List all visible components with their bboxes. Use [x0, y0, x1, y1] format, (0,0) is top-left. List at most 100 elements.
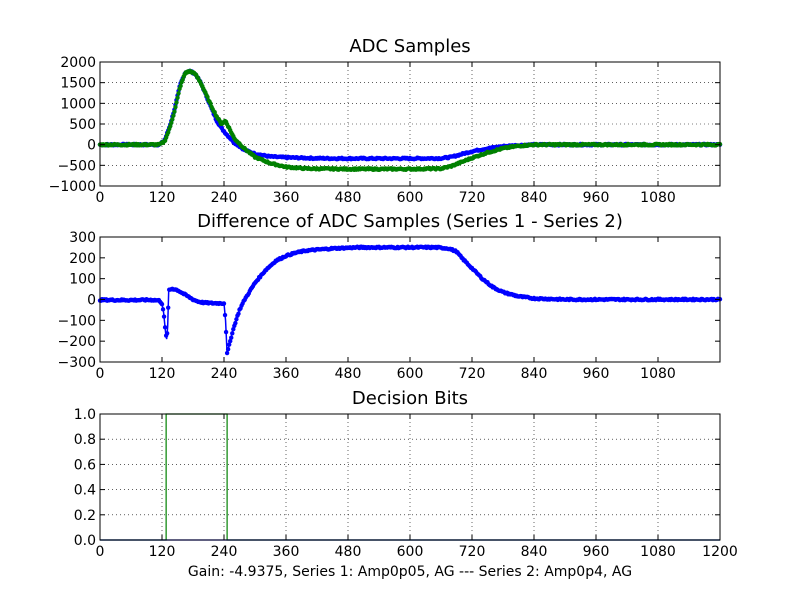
data-point	[162, 325, 168, 330]
data-point	[225, 346, 231, 352]
figure-footer: Gain: -4.9375, Series 1: Amp0p05, AG ---…	[188, 564, 632, 580]
x-axis: 0 120 240 360 480 600 720 840 960 1080	[96, 62, 676, 206]
data-point	[173, 104, 178, 110]
chart-title: Decision Bits	[352, 388, 468, 409]
y-tick-label: 0.0	[74, 533, 96, 549]
x-axis: 0 120 240 360 480 600 720 840 960 1080	[96, 237, 676, 382]
x-tick-label: 960	[583, 190, 610, 206]
y-tick-label: 0.4	[74, 483, 96, 499]
x-tick-label: 120	[149, 544, 176, 560]
x-axis: 0 120 240 360 480 600 720 840 960 1080 1200	[96, 414, 738, 560]
data-point	[224, 350, 230, 356]
x-tick-label: 480	[335, 544, 362, 560]
y-tick-label: 0.2	[74, 508, 96, 524]
data-point	[222, 312, 228, 318]
data-point	[230, 331, 235, 336]
y-tick-label: 100	[69, 272, 96, 288]
chart-decision-bits: Decision Bits 0 120 240 360 480 600 720 840 960 10…	[74, 388, 738, 560]
y-tick-label: 2000	[60, 55, 96, 71]
y-tick-label: 200	[69, 251, 96, 267]
data-point	[159, 302, 165, 307]
chart-title: Difference of ADC Samples (Series 1 - Se…	[197, 211, 623, 232]
data-point	[208, 101, 213, 106]
data-point	[161, 314, 167, 319]
data-point	[176, 91, 181, 96]
x-tick-label: 240	[211, 190, 238, 206]
y-tick-label: 0.6	[74, 457, 96, 473]
data-point	[169, 120, 174, 126]
y-axis: −300 −200 −100 0 100 200 300	[58, 230, 720, 371]
y-tick-label: −100	[58, 313, 96, 329]
y-tick-label: 500	[69, 117, 96, 133]
data-point	[231, 327, 236, 332]
y-tick-label: −500	[58, 158, 96, 174]
x-tick-label: 360	[273, 190, 300, 206]
data-point	[175, 95, 180, 100]
x-tick-label: 1080	[640, 366, 676, 382]
series-series-2	[97, 68, 723, 172]
y-tick-label: 300	[69, 230, 96, 246]
data-point	[168, 123, 173, 129]
x-tick-label: 480	[335, 366, 362, 382]
data-point	[228, 338, 233, 344]
data-point	[174, 100, 179, 105]
x-tick-label: 1200	[702, 544, 738, 560]
x-tick-label: 720	[459, 544, 486, 560]
x-tick-label: 120	[149, 366, 176, 382]
x-tick-label: 1080	[640, 190, 676, 206]
grid	[100, 414, 720, 540]
data-point	[233, 320, 238, 326]
x-tick-label: 480	[335, 190, 362, 206]
x-tick-label: 960	[583, 544, 610, 560]
y-axis: 0.0 0.2 0.4 0.6 0.8 1.0	[74, 407, 720, 549]
x-tick-label: 720	[459, 366, 486, 382]
chart-adc-samples: ADC Samples 0 120 240 360 480 600 720 840 960 1080…	[49, 36, 723, 206]
x-tick-label: 720	[459, 190, 486, 206]
x-tick-label: 600	[397, 544, 424, 560]
x-tick-label: 240	[211, 544, 238, 560]
data-point	[221, 301, 227, 306]
x-tick-label: 840	[521, 544, 548, 560]
y-axis: −1000 −500 0 500 1000 1500 2000	[49, 55, 720, 195]
x-tick-label: 240	[211, 366, 238, 382]
chart-title: ADC Samples	[349, 36, 470, 57]
data-point	[166, 305, 171, 310]
data-point	[171, 113, 176, 118]
data-point	[166, 130, 171, 135]
y-tick-label: 0	[87, 138, 96, 154]
x-tick-label: 600	[397, 366, 424, 382]
x-tick-label: 840	[521, 366, 548, 382]
x-tick-label: 0	[96, 366, 105, 382]
x-tick-label: 600	[397, 190, 424, 206]
data-point	[172, 109, 177, 114]
data-point	[236, 311, 241, 316]
data-point	[178, 83, 183, 89]
data-point	[170, 117, 175, 122]
y-tick-label: −300	[58, 355, 96, 371]
x-tick-label: 0	[96, 190, 105, 206]
y-tick-label: 1500	[60, 76, 96, 92]
data-point	[234, 317, 239, 322]
chart-difference: Difference of ADC Samples (Series 1 - Se…	[58, 211, 723, 382]
data-point	[205, 94, 210, 100]
x-tick-label: 960	[583, 366, 610, 382]
series-difference	[97, 244, 723, 356]
y-tick-label: 0	[87, 293, 96, 309]
x-tick-label: 840	[521, 190, 548, 206]
data-point	[223, 329, 229, 335]
data-point	[226, 342, 232, 347]
x-tick-label: 360	[273, 544, 300, 560]
y-tick-label: 1.0	[74, 407, 96, 423]
data-point	[229, 335, 234, 340]
y-tick-label: 0.8	[74, 432, 96, 448]
data-point	[160, 307, 166, 312]
x-tick-label: 120	[149, 190, 176, 206]
data-point	[164, 331, 170, 336]
y-tick-label: −1000	[49, 179, 96, 195]
x-tick-label: 0	[96, 544, 105, 560]
x-tick-label: 1080	[640, 544, 676, 560]
x-tick-label: 360	[273, 366, 300, 382]
y-tick-label: 1000	[60, 96, 96, 112]
y-tick-label: −200	[58, 334, 96, 350]
